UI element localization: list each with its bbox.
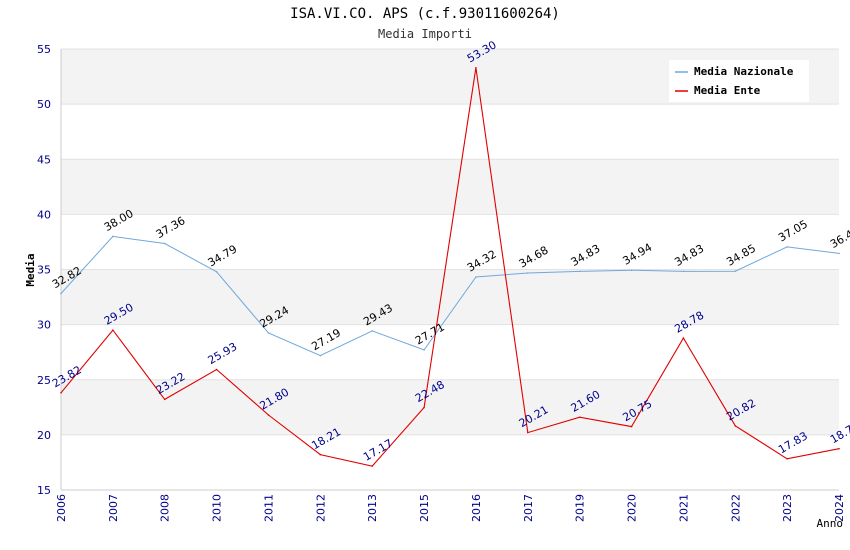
x-tick-label: 2019 [574,494,587,522]
plot-band [61,324,839,380]
data-point [215,271,218,273]
chart-subtitle: Media Importi [378,27,472,41]
data-point [527,431,529,434]
data-point [682,270,685,273]
data-point [319,354,322,357]
y-tick-label: 50 [37,98,51,111]
x-tick-label: 2006 [55,494,68,522]
y-tick-labels: 15 20 25 30 35 40 45 50 55 [37,43,51,497]
data-point [112,235,114,238]
data-point [527,272,529,274]
x-tick-label: 2011 [262,494,275,522]
data-point [319,453,322,456]
data-point [60,391,62,394]
series-line-media-nazionale [60,235,840,357]
x-tick-label: 2021 [677,494,690,522]
series-line-media-ente [60,67,840,467]
data-point [475,276,477,278]
plot-bands [61,49,839,490]
x-tick-label: 2015 [418,494,431,522]
data-point [734,425,737,427]
data-point [112,329,114,331]
data-point [838,447,840,450]
data-point [60,292,62,295]
y-tick-label: 45 [37,153,51,166]
axes [60,49,839,491]
legend-box [669,60,809,102]
data-point [267,332,270,334]
data-point [423,349,425,351]
data-point [163,398,166,401]
data-point [475,66,477,69]
data-point [371,330,374,332]
legend-entry-media-nazionale: Media Nazionale [694,65,794,78]
legend: Media Nazionale Media Ente [669,60,809,102]
x-axis-label: Anno [817,517,844,530]
y-tick-label: 25 [37,374,51,387]
legend-entry-media-ente: Media Ente [694,84,761,97]
data-point [630,269,633,271]
x-tick-label: 2008 [159,494,172,522]
data-point [786,246,788,248]
data-point [682,337,685,339]
y-tick-label: 55 [37,43,51,56]
data-point [267,414,270,416]
y-tick-label: 40 [37,208,51,221]
data-point [371,465,374,467]
x-tick-label: 2007 [107,494,120,522]
data-point [423,406,425,409]
data-point [163,242,166,245]
data-point [838,252,840,255]
plot-band [61,379,839,435]
y-tick-label: 35 [37,264,51,277]
x-tick-label: 2013 [366,494,379,522]
plot-band [61,104,839,160]
x-tick-label: 2017 [522,494,535,522]
y-tick-label: 20 [37,429,51,442]
data-point [734,270,737,272]
data-point [215,368,218,371]
plot-band [61,269,839,325]
x-tick-label: 2022 [729,494,742,522]
data-point [630,425,633,428]
x-tick-label: 2023 [781,494,794,522]
x-tick-label: 2010 [211,494,224,522]
y-tick-label: 15 [37,484,51,497]
data-point [578,416,581,419]
data-point [786,457,788,460]
data-point [578,270,581,273]
x-tick-label: 2024 [833,494,846,522]
series-lines [60,66,840,467]
x-tick-labels: 2006 2007 2008 2010 2011 2012 2013 2015 2016 2017… [55,494,846,522]
chart-title: ISA.VI.CO. APS (c.f.93011600264) [290,6,560,22]
y-tick-label: 30 [37,319,51,332]
plot-band [61,214,839,270]
plot-band [61,434,839,490]
plot-band [61,159,839,215]
x-tick-label: 2020 [626,494,639,522]
x-tick-label: 2016 [470,494,483,522]
y-axis-label: Media [24,253,37,286]
x-tick-label: 2012 [314,494,327,522]
